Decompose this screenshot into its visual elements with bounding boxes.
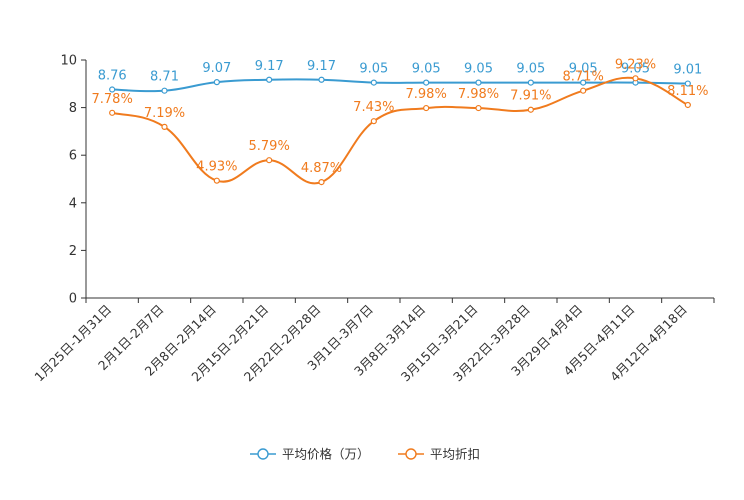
discount-data-label: 7.19% [144, 106, 185, 121]
discount-data-label: 7.91% [510, 89, 551, 104]
price-data-label: 9.07 [202, 61, 231, 76]
discount-data-label: 8.71% [563, 70, 604, 85]
discount-data-point [161, 123, 168, 130]
discount-data-point [580, 87, 587, 94]
discount-data-point [266, 157, 273, 164]
price-data-point [161, 87, 168, 94]
price-data-point [475, 79, 482, 86]
y-tick-label: 2 [69, 244, 77, 259]
discount-data-point [423, 104, 430, 112]
discount-data-point [318, 178, 325, 186]
price-data-label: 9.17 [255, 59, 284, 74]
discount-data-point [475, 104, 482, 112]
price-data-point [213, 79, 220, 86]
price-data-label: 9.05 [621, 62, 650, 77]
price-data-label: 9.17 [307, 59, 336, 74]
discount-data-label: 7.98% [406, 87, 447, 102]
discount-data-point [632, 75, 639, 82]
y-tick-label: 10 [60, 54, 77, 69]
price-data-label: 9.05 [464, 62, 493, 77]
price-data-point [527, 79, 534, 86]
price-data-point [684, 80, 691, 87]
discount-data-point [370, 118, 377, 125]
discount-data-label: 8.11% [667, 84, 708, 99]
y-tick-label: 4 [69, 196, 77, 211]
price-data-point [370, 79, 377, 86]
price-data-label: 9.05 [516, 62, 545, 77]
y-tick-label: 8 [69, 101, 77, 116]
price-data-point [109, 86, 116, 93]
discount-data-point [109, 109, 116, 116]
y-tick-label: 0 [69, 292, 77, 307]
price-data-point [318, 76, 325, 83]
price-data-label: 9.05 [412, 62, 441, 77]
price-data-label: 9.05 [569, 62, 598, 77]
x-tick-label: 1月25日-1月31日 [31, 302, 114, 385]
discount-data-point [527, 106, 534, 113]
discount-data-point [213, 177, 220, 184]
price-data-label: 8.71 [150, 70, 179, 85]
price-data-point [423, 79, 430, 86]
legend-marker-discount [405, 448, 417, 460]
legend-label-price: 平均价格（万） [282, 447, 370, 462]
y-tick-label: 6 [69, 149, 77, 164]
discount-data-label: 4.93% [196, 160, 237, 175]
price-series-line [112, 78, 688, 93]
price-data-label: 9.05 [359, 62, 388, 77]
discount-data-label: 7.98% [458, 87, 499, 102]
legend-label-discount: 平均折扣 [430, 447, 480, 462]
discount-data-label: 7.78% [92, 92, 133, 107]
price-data-point [266, 76, 273, 83]
discount-data-label: 5.79% [249, 139, 290, 154]
legend-marker-price [257, 448, 269, 460]
discount-data-point [684, 101, 691, 109]
discount-data-label: 7.43% [353, 100, 394, 115]
discount-data-label: 4.87% [301, 161, 342, 176]
price-data-label: 9.01 [673, 63, 702, 78]
price-data-label: 8.76 [98, 69, 127, 84]
discount-data-label: 9.23% [615, 57, 656, 72]
price-data-point [580, 79, 587, 86]
